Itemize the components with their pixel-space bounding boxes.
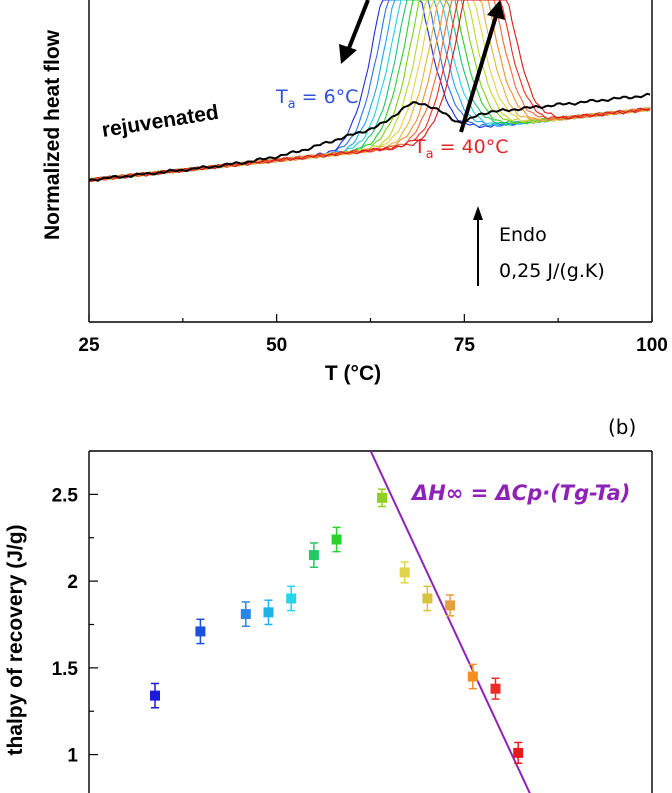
- data-point: [422, 585, 433, 612]
- dsc-curve: [88, 0, 651, 181]
- data-point: [286, 585, 297, 612]
- data-point: [377, 488, 387, 508]
- top-panel: 25 50 75 100 Normalized heat flow T (°C) re…: [41, 0, 668, 385]
- dsc-curve: [88, 0, 651, 182]
- data-point: [331, 526, 342, 553]
- data-points: [150, 488, 524, 765]
- dsc-curve: [88, 0, 651, 183]
- dsc-curve: [88, 0, 651, 183]
- data-point: [150, 682, 160, 709]
- dsc-curve: [88, 0, 651, 183]
- data-point: [513, 741, 524, 765]
- x-tick-label: 75: [454, 335, 476, 356]
- trend-arrow-up: [459, 0, 505, 133]
- data-point: [399, 561, 410, 584]
- top-x-ticks: 25 50 75 100: [78, 314, 668, 356]
- top-x-axis-label: T (°C): [325, 362, 381, 385]
- dsc-curve: [88, 0, 651, 181]
- data-point: [467, 663, 478, 690]
- bottom-y-axis-label: thalpy of recovery (J/g): [4, 524, 27, 755]
- dsc-curve: [88, 0, 651, 183]
- bottom-y-ticks: 2.5 2 1.5 1: [52, 485, 98, 767]
- rejuvenated-label: rejuvenated: [100, 101, 220, 142]
- dsc-curve: [88, 0, 651, 182]
- y-tick-label: 2: [67, 572, 78, 593]
- fit-line: [369, 450, 531, 793]
- dsc-curves: [88, 0, 651, 183]
- x-tick-label: 25: [78, 335, 100, 356]
- data-point: [490, 677, 501, 700]
- panel-label-b: (b): [608, 415, 636, 439]
- scale-label: 0,25 J/(g.K): [499, 260, 605, 282]
- dsc-curve: [88, 0, 651, 182]
- data-point: [195, 618, 206, 645]
- data-point: [240, 601, 251, 627]
- y-tick-label: 1: [67, 746, 78, 767]
- ta-high-label: Ta = 40°C: [413, 136, 509, 162]
- data-point: [308, 542, 319, 568]
- fit-equation: ΔH∞ = ΔCp·(Tg-Ta): [410, 481, 630, 505]
- endo-label: Endo: [499, 224, 547, 246]
- endo-arrow: [473, 206, 483, 286]
- x-tick-label: 100: [636, 335, 668, 356]
- bottom-panel: (b) 2.5 2 1.5 1 thalpy of recovery (J/g) ΔH…: [4, 415, 653, 793]
- top-y-axis-label: Normalized heat flow: [41, 29, 64, 240]
- rejuvenated-curve: [88, 92, 651, 182]
- x-tick-label: 50: [266, 335, 287, 356]
- data-point: [263, 599, 274, 626]
- dsc-curve: [88, 0, 651, 181]
- y-tick-label: 1.5: [52, 659, 79, 680]
- data-point: [445, 594, 456, 617]
- trend-arrow-down: [339, 0, 370, 64]
- dsc-curve: [88, 0, 651, 182]
- y-tick-label: 2.5: [52, 485, 79, 506]
- ta-low-label: Ta = 6°C: [275, 86, 358, 112]
- dsc-curve: [88, 0, 651, 181]
